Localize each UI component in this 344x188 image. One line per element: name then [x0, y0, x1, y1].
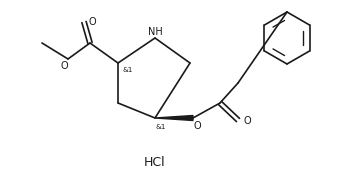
- Text: O: O: [88, 17, 96, 27]
- Text: O: O: [193, 121, 201, 131]
- Text: HCl: HCl: [144, 155, 166, 168]
- Text: NH: NH: [148, 27, 162, 37]
- Text: O: O: [60, 61, 68, 71]
- Text: O: O: [243, 116, 251, 126]
- Text: &1: &1: [123, 67, 133, 73]
- Polygon shape: [155, 115, 193, 121]
- Text: &1: &1: [156, 124, 166, 130]
